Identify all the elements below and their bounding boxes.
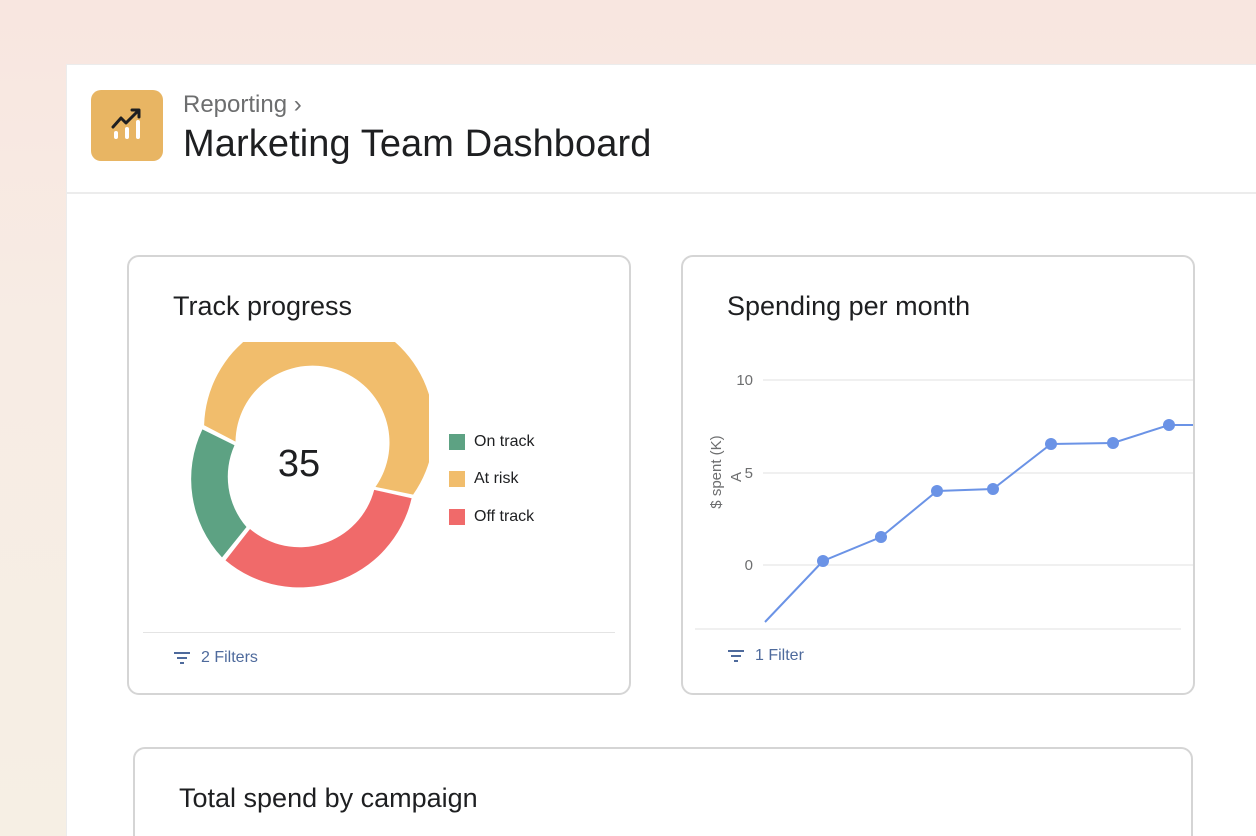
filters-label: 2 Filters	[201, 649, 258, 666]
dashboard-window: Reporting › Marketing Team Dashboard Tra…	[66, 64, 1256, 836]
trending-chart-icon	[91, 90, 163, 161]
spending-title: Spending per month	[727, 291, 971, 321]
data-point[interactable]	[1163, 419, 1175, 431]
donut-legend: On track At risk Off track	[449, 423, 534, 536]
legend-off-track[interactable]: Off track	[449, 498, 534, 536]
filter-icon	[174, 652, 190, 664]
campaign-card[interactable]: Total spend by campaign	[133, 747, 1193, 836]
filter-button[interactable]: 1 Filter	[727, 647, 804, 665]
data-point[interactable]	[875, 531, 887, 543]
page-title: Marketing Team Dashboard	[183, 123, 652, 165]
data-point[interactable]	[817, 555, 829, 567]
y-tick-5: 5	[745, 465, 753, 482]
legend-on-track[interactable]: On track	[449, 423, 534, 461]
data-point[interactable]	[987, 483, 999, 495]
filter-icon	[728, 650, 744, 662]
y-tick-10: 10	[736, 372, 753, 389]
y-axis-label: $ spent (K)	[708, 435, 725, 508]
donut-slice-off-track[interactable]	[225, 489, 412, 588]
line-chart: 10 5 0 A $ spent (K)	[695, 372, 1193, 630]
legend-swatch-at-risk	[449, 471, 465, 488]
data-point[interactable]	[931, 485, 943, 497]
breadcrumb-reporting[interactable]: Reporting ›	[183, 91, 302, 118]
y-tick-glyph: A	[728, 472, 745, 482]
legend-label: Off track	[474, 507, 535, 525]
donut-chart	[191, 342, 429, 588]
filter-label: 1 Filter	[755, 647, 804, 664]
card-divider	[143, 632, 615, 633]
page-header: Reporting › Marketing Team Dashboard	[67, 65, 1256, 194]
track-progress-card[interactable]: Track progress 35 On track At risk Off t…	[127, 255, 631, 695]
legend-label: At risk	[474, 470, 519, 488]
spend-points	[817, 419, 1175, 567]
y-tick-0: 0	[745, 557, 753, 574]
spend-line	[764, 424, 1193, 623]
donut-slice-on-track[interactable]	[191, 429, 247, 558]
donut-slice-at-risk[interactable]	[204, 342, 429, 495]
campaign-title: Total spend by campaign	[179, 783, 478, 813]
data-point[interactable]	[1107, 437, 1119, 449]
donut-total: 35	[277, 443, 321, 485]
filters-button[interactable]: 2 Filters	[173, 649, 258, 667]
legend-swatch-on-track	[449, 433, 465, 450]
legend-swatch-off-track	[449, 508, 465, 525]
data-point[interactable]	[1045, 438, 1057, 450]
legend-at-risk[interactable]: At risk	[449, 461, 534, 499]
track-progress-title: Track progress	[173, 291, 353, 321]
legend-label: On track	[474, 432, 535, 450]
spending-card[interactable]: Spending per month 10 5 0 A $ spent (K)	[681, 255, 1195, 695]
